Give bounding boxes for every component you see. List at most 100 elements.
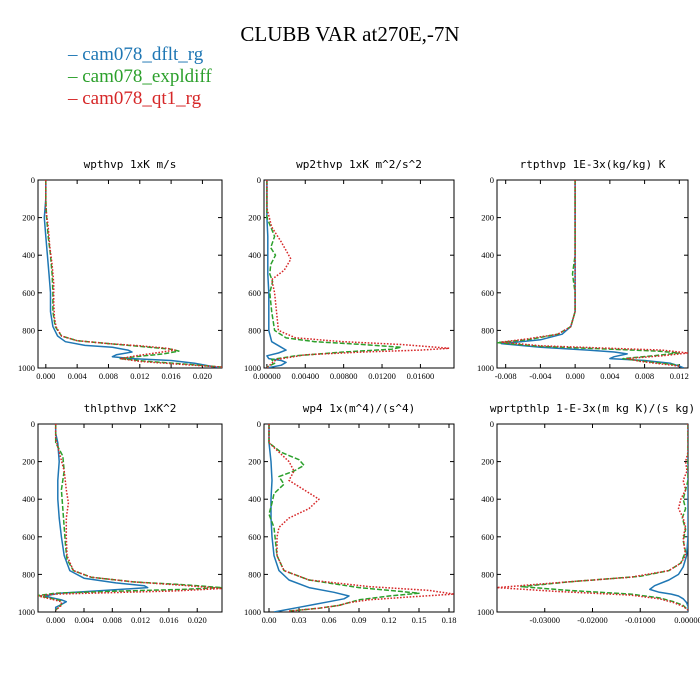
x-tick-label: 0.012 — [131, 615, 150, 625]
series-line-3 — [45, 180, 222, 368]
y-tick-label: 0 — [257, 419, 261, 429]
series-line-2 — [45, 180, 222, 368]
legend-swatch-expldiff: – — [68, 66, 83, 87]
y-tick-label: 200 — [22, 457, 35, 467]
y-tick-label: 600 — [248, 288, 261, 298]
y-tick-label: 800 — [22, 569, 35, 579]
x-tick-label: -0.008 — [495, 371, 517, 381]
chart-panel-3: rtpthvp 1E-3x(kg/kg) K -0.008 -0.004 0.000 0… — [477, 158, 689, 381]
chart-title: thlpthvp 1xK^2 — [84, 402, 177, 415]
x-tick-label: 0.016 — [162, 371, 181, 381]
chart-title: wprtpthlp 1-E-3x(m kg K)/(s kg) — [490, 402, 695, 415]
x-tick-label: 0.012 — [670, 371, 689, 381]
legend-label-dflt: cam078_dflt_rg — [82, 44, 204, 65]
series-line-2 — [268, 424, 420, 612]
series-line-2 — [38, 424, 222, 611]
y-tick-label: 0 — [31, 419, 35, 429]
chart-title: wp2thvp 1xK m^2/s^2 — [296, 158, 422, 171]
plot-frame — [263, 179, 455, 369]
series-line-2 — [497, 180, 681, 366]
y-tick-label: 600 — [481, 288, 494, 298]
y-tick-label: 1000 — [18, 363, 35, 373]
x-tick-label: 0.008 — [103, 615, 122, 625]
x-tick-label: 0.09 — [352, 615, 367, 625]
y-tick-label: 200 — [481, 213, 494, 223]
chart-title: wp4 1x(m^4)/(s^4) — [303, 402, 416, 415]
x-tick-label: 0.012 — [130, 371, 149, 381]
y-tick-label: 800 — [22, 325, 35, 335]
series-line-3 — [497, 424, 688, 611]
plot-frame — [496, 179, 689, 369]
legend-item-dflt: – cam078_dflt_rg — [68, 44, 212, 66]
x-tick-label: -0.03000 — [530, 615, 560, 625]
x-tick-label: 0.01600 — [407, 371, 435, 381]
series-line-2 — [520, 424, 688, 611]
y-tick-label: 0 — [490, 419, 494, 429]
x-tick-label: 0.15 — [412, 615, 427, 625]
plot-frame — [263, 423, 455, 613]
plot-frame — [37, 423, 223, 613]
legend-item-qt1: – cam078_qt1_rg — [68, 88, 212, 110]
series-line-1 — [43, 180, 222, 368]
chart-panel-2: wp2thvp 1xK m^2/s^2 0.00000 0.00400 0.00800… — [244, 158, 455, 381]
chart-title: wpthvp 1xK m/s — [84, 158, 177, 171]
y-tick-label: 200 — [481, 457, 494, 467]
x-tick-label: 0.016 — [159, 615, 178, 625]
y-tick-label: 400 — [248, 494, 261, 504]
series-line-3 — [500, 180, 688, 367]
x-tick-label: 0.01200 — [368, 371, 396, 381]
y-tick-label: 1000 — [244, 607, 261, 617]
y-tick-label: 400 — [481, 494, 494, 504]
x-tick-label: 0.00000 — [253, 371, 281, 381]
x-tick-label: 0.18 — [442, 615, 457, 625]
x-tick-label: -0.01000 — [625, 615, 655, 625]
y-tick-label: 600 — [481, 532, 494, 542]
x-tick-label: 0.004 — [600, 371, 620, 381]
x-tick-label: 0.004 — [74, 615, 94, 625]
y-tick-label: 400 — [22, 494, 35, 504]
y-tick-label: 0 — [490, 175, 494, 185]
x-tick-label: 0.00000 — [674, 615, 700, 625]
series-line-2 — [266, 180, 402, 368]
x-tick-label: -0.004 — [529, 371, 552, 381]
legend-swatch-dflt: – — [68, 44, 83, 65]
series-line-3 — [266, 180, 450, 368]
y-tick-label: 400 — [248, 250, 261, 260]
x-tick-label: 0.020 — [193, 371, 212, 381]
y-tick-label: 200 — [248, 213, 261, 223]
series-line-1 — [649, 424, 688, 612]
y-tick-label: 800 — [481, 569, 494, 579]
series-line-1 — [266, 180, 287, 368]
x-tick-label: 0.06 — [322, 615, 337, 625]
x-tick-label: 0.008 — [635, 371, 654, 381]
series-line-3 — [38, 424, 222, 611]
y-tick-label: 800 — [248, 325, 261, 335]
chart-panel-4: thlpthvp 1xK^2 0.000 0.004 0.008 0.012 0.016 0… — [18, 402, 223, 625]
legend-label-qt1: cam078_qt1_rg — [82, 88, 202, 109]
figure-title: CLUBB VAR at270E,-7N — [240, 22, 460, 46]
y-tick-label: 800 — [481, 325, 494, 335]
y-tick-label: 200 — [22, 213, 35, 223]
legend-swatch-qt1: – — [68, 88, 83, 109]
x-tick-label: 0.12 — [382, 615, 397, 625]
x-tick-label: -0.02000 — [577, 615, 607, 625]
y-tick-label: 800 — [248, 569, 261, 579]
legend-item-expldiff: – cam078_expldiff — [68, 66, 212, 88]
chart-panel-6: wprtpthlp 1-E-3x(m kg K)/(s kg) -0.03000 -… — [477, 402, 700, 625]
y-tick-label: 0 — [257, 175, 261, 185]
y-tick-label: 1000 — [18, 607, 35, 617]
series-line-1 — [268, 424, 350, 612]
y-tick-label: 600 — [248, 532, 261, 542]
x-tick-label: 0.020 — [188, 615, 207, 625]
x-tick-label: 0.00400 — [291, 371, 319, 381]
x-tick-label: 0.000 — [566, 371, 585, 381]
chart-panel-5: wp4 1x(m^4)/(s^4) 0.00 0.03 0.06 0.09 0.12 0.1… — [244, 402, 456, 625]
x-tick-label: 0.00 — [262, 615, 277, 625]
legend: – cam078_dflt_rg – cam078_expldiff – cam… — [68, 44, 212, 110]
y-tick-label: 400 — [481, 250, 494, 260]
y-tick-label: 200 — [248, 457, 261, 467]
plot-frame — [37, 179, 223, 369]
x-tick-label: 0.03 — [292, 615, 307, 625]
x-tick-label: 0.00800 — [330, 371, 358, 381]
